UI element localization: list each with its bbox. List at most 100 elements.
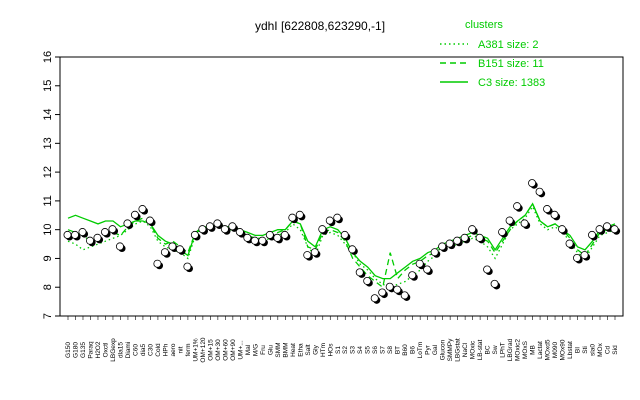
x-tick-label: B60 xyxy=(402,344,409,356)
data-point xyxy=(370,294,381,304)
x-tick-label: Glu xyxy=(267,345,274,356)
data-point-marker xyxy=(295,210,304,219)
data-point xyxy=(475,233,486,244)
data-point xyxy=(363,276,373,287)
data-point xyxy=(145,216,156,227)
data-point xyxy=(558,225,568,235)
series-line-dashed xyxy=(67,202,616,289)
data-point xyxy=(288,213,298,224)
x-tick-label: S8 xyxy=(387,346,394,354)
x-tick-label: H2O2 xyxy=(95,341,102,358)
x-tick-label: OM+30 xyxy=(215,339,222,361)
data-point-marker xyxy=(273,233,282,242)
series-line-solid xyxy=(67,202,616,280)
data-point-marker xyxy=(243,233,252,242)
data-point xyxy=(205,222,216,232)
x-tick-label: MOxd5 xyxy=(545,339,552,360)
data-point xyxy=(70,230,81,241)
y-axis: 7 8 9 10 11 12 13 14 15 16 xyxy=(42,51,61,319)
data-point-marker xyxy=(393,285,402,294)
x-tick-label: LBGrad xyxy=(507,338,514,361)
data-point xyxy=(318,225,328,235)
x-tick-label: UM+... xyxy=(237,340,244,360)
x-tick-label: nit xyxy=(177,346,184,353)
data-point-marker xyxy=(520,219,529,228)
data-point xyxy=(423,265,433,276)
chart-title: ydhI [622808,623290,-1] xyxy=(255,19,385,33)
x-tick-label: MB xyxy=(530,345,537,355)
x-tick-label: Diami xyxy=(125,342,132,359)
data-point-marker xyxy=(565,239,574,248)
x-tick-label: OM+15 xyxy=(207,339,214,361)
data-point xyxy=(115,242,126,253)
data-point-marker xyxy=(535,187,544,196)
legend-title: clusters xyxy=(465,19,503,31)
data-point-marker xyxy=(543,205,552,214)
data-point-marker xyxy=(603,222,612,231)
y-tick-label: 10 xyxy=(42,224,54,236)
x-tick-label: OM+120 xyxy=(200,337,207,362)
data-point xyxy=(460,233,471,244)
x-tick-label: HTm xyxy=(320,343,327,357)
data-point xyxy=(588,230,598,241)
x-tick-label: UM+1% xyxy=(192,338,199,362)
data-point xyxy=(213,219,223,230)
data-point-marker xyxy=(258,236,267,245)
data-point-marker xyxy=(385,282,394,291)
data-point xyxy=(258,236,268,247)
data-point xyxy=(138,205,149,215)
x-tick-label: HPh xyxy=(162,343,169,356)
data-point-marker xyxy=(505,216,514,225)
data-point xyxy=(528,179,538,189)
x-tick-label: S4 xyxy=(357,346,364,354)
x-tick-label: G180 xyxy=(72,342,79,358)
data-point xyxy=(490,279,501,290)
data-point xyxy=(520,219,531,230)
data-point-marker xyxy=(483,265,492,274)
data-point-marker xyxy=(198,225,207,234)
data-point-marker xyxy=(168,242,177,251)
y-tick-label: 13 xyxy=(42,137,54,149)
data-point-marker xyxy=(550,210,559,219)
series-line-dotted xyxy=(67,205,616,288)
data-point-marker xyxy=(400,291,409,300)
x-tick-label: LBGexp xyxy=(110,338,117,362)
x-tick-label: Mal xyxy=(245,344,252,355)
plot-area xyxy=(59,56,624,317)
data-point xyxy=(190,230,201,241)
data-point xyxy=(123,219,134,230)
x-tick-label: MOxic xyxy=(470,340,477,359)
data-point-marker xyxy=(460,233,469,242)
data-point-marker xyxy=(205,222,214,231)
y-tick-label: 16 xyxy=(42,51,54,63)
data-point xyxy=(130,210,141,221)
y-tick-label: 9 xyxy=(42,255,54,261)
data-point-marker xyxy=(153,259,162,268)
data-point-marker xyxy=(430,248,439,257)
x-tick-label: SMM xyxy=(275,342,282,357)
y-tick-label: 11 xyxy=(42,195,54,206)
points-layer xyxy=(63,179,621,304)
x-tick-label: Cold xyxy=(155,343,162,357)
x-tick-label: Etha xyxy=(297,343,304,357)
data-point xyxy=(445,239,456,250)
data-point-marker xyxy=(423,265,432,274)
x-tick-label: MOx90 xyxy=(560,339,567,360)
data-point xyxy=(505,216,516,227)
x-tick-label: S5 xyxy=(365,346,372,354)
data-point xyxy=(400,291,411,301)
data-point xyxy=(325,216,336,227)
x-tick-label: S3 xyxy=(350,346,357,354)
data-point xyxy=(235,228,246,238)
data-point-marker xyxy=(175,245,184,254)
data-point-marker xyxy=(190,230,199,239)
data-point-marker xyxy=(378,288,387,297)
x-tick-label: ferm xyxy=(185,344,192,357)
x-tick-label: LBGstat xyxy=(455,338,462,362)
x-tick-label: Oxctl xyxy=(102,342,109,357)
data-point xyxy=(160,248,171,258)
data-point xyxy=(430,248,441,258)
x-tick-label: Sti xyxy=(582,346,589,354)
x-tick-label: S2 xyxy=(342,346,349,354)
data-point-marker xyxy=(228,222,237,231)
